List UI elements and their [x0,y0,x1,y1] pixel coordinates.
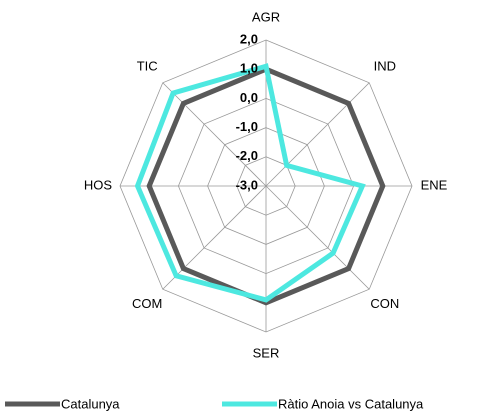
category-label: ENE [421,177,448,192]
spoke [265,185,370,290]
tick-label: -1,0 [236,119,258,134]
category-label: IND [374,59,396,74]
legend-label: Ràtio Anoia vs Catalunya [278,396,424,411]
tick-label: 1,0 [240,61,258,76]
category-label: AGR [252,9,280,24]
category-label: HOS [84,177,113,192]
category-label: TIC [137,59,158,74]
category-label: COM [132,296,162,311]
spoke [162,185,267,290]
series-line [146,66,386,306]
spoke [265,82,370,187]
series-line [134,63,366,303]
tick-label: -3,0 [236,177,258,192]
category-label: SER [253,345,280,360]
tick-label: -2,0 [236,148,258,163]
legend-label: Catalunya [61,396,120,411]
tick-label: 2,0 [240,31,258,46]
spoke [162,82,267,187]
category-label: CON [370,296,399,311]
tick-label: 0,0 [240,90,258,105]
